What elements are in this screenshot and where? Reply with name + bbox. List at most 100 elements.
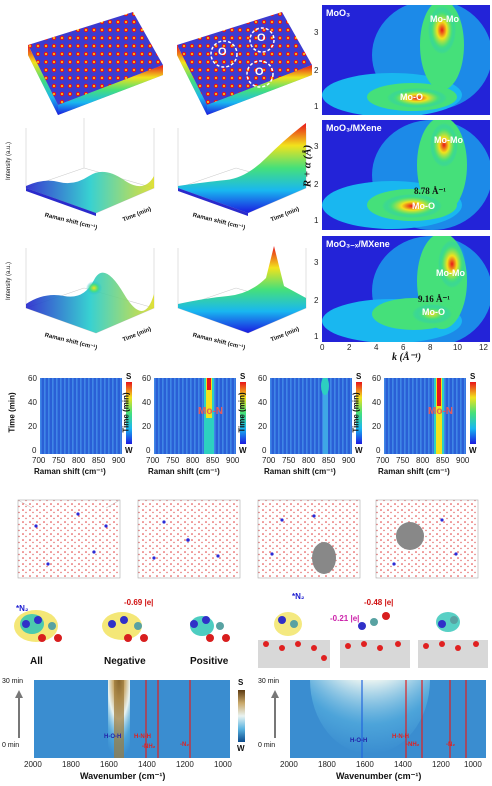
wy-tick-1a: 3 [314,28,319,37]
raman-3d-a: Intensity (a.u.) Raman shift (cm⁻¹) Time… [4,118,168,236]
ftir-band-nh2-left: -NH₂ [142,744,156,750]
kval-2: 8.78 Å⁻¹ [414,186,446,196]
fx-1800-l: 1800 [62,760,80,769]
rx-800-3: 800 [302,456,316,465]
rx-800-1: 800 [72,456,86,465]
fx-1000-r: 1000 [464,760,482,769]
wy-tick-2a: 3 [314,142,319,151]
raman-3d-b: Intensity (a.u.) Raman shift (cm⁻¹) Time… [166,118,318,236]
scale-w-3: W [355,446,363,455]
mo-n-label-1: Mo-N [198,406,223,417]
raman-x-label-2: Raman shift (cm⁻¹) [148,467,220,476]
rx-900-2: 900 [226,456,240,465]
peak-hi-2: Mo-Mo [434,135,463,145]
raman-map-4 [384,378,466,454]
caption-all: All [30,656,43,667]
wx-tick-0: 0 [320,343,325,352]
rx-750-1: 750 [52,456,66,465]
z-label-a: Intensity (a.u.) [6,141,13,181]
rx-700-2: 700 [146,456,160,465]
ry-40-2: 40 [142,398,151,407]
n2-label-right: *N₂ [292,592,305,601]
raman-map-3 [270,378,352,454]
ry-20-4: 20 [372,422,381,431]
ry-60-4: 60 [372,374,381,383]
md-box-1 [14,496,124,582]
wavelet-x-label: k (Å⁻¹) [392,352,422,363]
scale-s-2: S [240,372,246,381]
rx-750-4: 750 [396,456,410,465]
scale-bar-4 [470,382,476,444]
ftir-x-ticks-right: 2000 1800 1600 1400 1200 1000 [280,760,492,770]
rx-850-3: 850 [322,456,336,465]
raman-x-label-3: Raman shift (cm⁻¹) [264,467,336,476]
o-label-2: O [257,32,266,44]
ftir-band-hoh-left: H-O-H [104,734,122,740]
surface-3d-top-left [18,10,168,120]
ftir-scale-w: W [237,744,245,753]
wx-tick-12: 12 [479,343,488,352]
fx-2000-r: 2000 [280,760,298,769]
wavelet-title-1: MoO₃ [326,8,351,18]
peak-hi-3: Mo-Mo [436,268,465,278]
scale-bar-2 [240,382,246,444]
raman-x-ticks-2: 700 750 800 850 900 [146,456,246,466]
rx-750-3: 750 [282,456,296,465]
wavelet-y-label: R + α (Å) [301,144,314,188]
charge-all [8,604,72,650]
o-label-3: O [255,66,264,78]
fx-2000-l: 2000 [24,760,42,769]
surface-molecule-1 [258,600,330,668]
wavelet-figure: MoO₃ Mo-Mo Mo-O MoO₃/MXene Mo-Mo 8.78 Å⁻… [300,0,492,365]
charge-value-a: -0.69 |e| [124,598,154,607]
raman-3d-d: Intensity (a.u.) Raman shift (cm⁻¹) Time… [166,238,318,358]
md-box-3 [254,496,364,582]
ry-40-1: 40 [28,398,37,407]
raman-map-1 [40,378,122,454]
scale-s-3: S [356,372,362,381]
ftir-band-hnh-left: H-N-H [134,734,151,740]
fx-1600-l: 1600 [100,760,118,769]
md-box-4 [372,496,482,582]
wx-tick-2: 2 [347,343,352,352]
caption-negative: Negative [104,656,146,667]
ry-20-3: 20 [258,422,267,431]
ftir-map-right [290,680,486,758]
raman-x-ticks-3: 700 750 800 850 900 [262,456,362,466]
raman-x-ticks-1: 700 750 800 850 900 [32,456,132,466]
wavelet-title-3: MoO₃₋ₓ/MXene [326,239,390,249]
ftir-band-nh2-right: -NH₂ [406,742,420,748]
fx-1600-r: 1600 [356,760,374,769]
wy-tick-3b: 2 [314,296,319,305]
rx-700-1: 700 [32,456,46,465]
charge-value-c: -0.48 |e| [364,598,394,607]
ry-20-2: 20 [142,422,151,431]
wx-tick-10: 10 [453,343,462,352]
rx-800-2: 800 [186,456,200,465]
ftir-band-hnh-right: H-N-H [392,734,409,740]
wx-tick-8: 8 [428,343,433,352]
raman-x-label-4: Raman shift (cm⁻¹) [378,467,450,476]
rx-850-2: 850 [206,456,220,465]
md-boxes-row [0,492,492,587]
peak-lo-1: Mo-O [400,92,423,102]
ry-60-2: 60 [142,374,151,383]
scale-s-1: S [126,372,132,381]
wx-tick-6: 6 [401,343,406,352]
wavelet-panel-moo3 [322,5,490,115]
z-label-c: Intensity (a.u.) [6,261,13,301]
ry-40-4: 40 [372,398,381,407]
caption-positive: Positive [190,656,229,667]
wy-tick-1c: 1 [314,102,319,111]
rx-900-1: 900 [112,456,126,465]
md-box-2 [134,496,244,582]
ftir-time-top-right: 30 min [258,678,280,685]
o-label-1: O [218,46,227,58]
n2-label-left: *N₂ [16,604,29,613]
ftir-time-bottom-left: 0 min [2,742,20,749]
ftir-x-ticks-left: 2000 1800 1600 1400 1200 1000 [24,760,238,770]
wy-tick-3c: 1 [314,332,319,341]
raman-y-label-2: Time (min) [121,392,131,433]
wy-tick-3a: 3 [314,258,319,267]
fx-1400-r: 1400 [394,760,412,769]
